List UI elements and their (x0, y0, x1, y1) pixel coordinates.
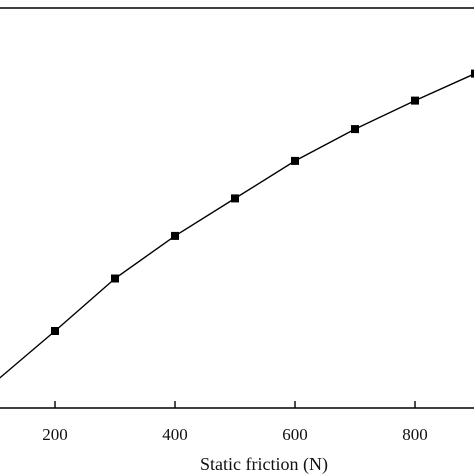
data-point-800 (411, 96, 419, 105)
data-point-900 (471, 69, 474, 78)
x-tick-labels: 200 400 600 800 (42, 425, 428, 444)
data-point-400 (171, 231, 179, 240)
x-tick-label-200: 200 (42, 425, 68, 444)
x-tick-label-400: 400 (162, 425, 188, 444)
data-point-200 (51, 327, 59, 335)
x-tick-label-600: 600 (282, 425, 308, 444)
data-point-300 (111, 274, 119, 283)
data-point-600 (291, 156, 299, 165)
x-tick-label-800: 800 (402, 425, 428, 444)
series-line (0, 73, 474, 379)
x-ticks (54, 401, 416, 408)
data-point-700 (351, 125, 359, 134)
x-axis-label: Static friction (N) (200, 454, 328, 474)
plot-frame (0, 7, 474, 409)
series-markers (51, 69, 474, 335)
data-point-500 (231, 194, 239, 203)
